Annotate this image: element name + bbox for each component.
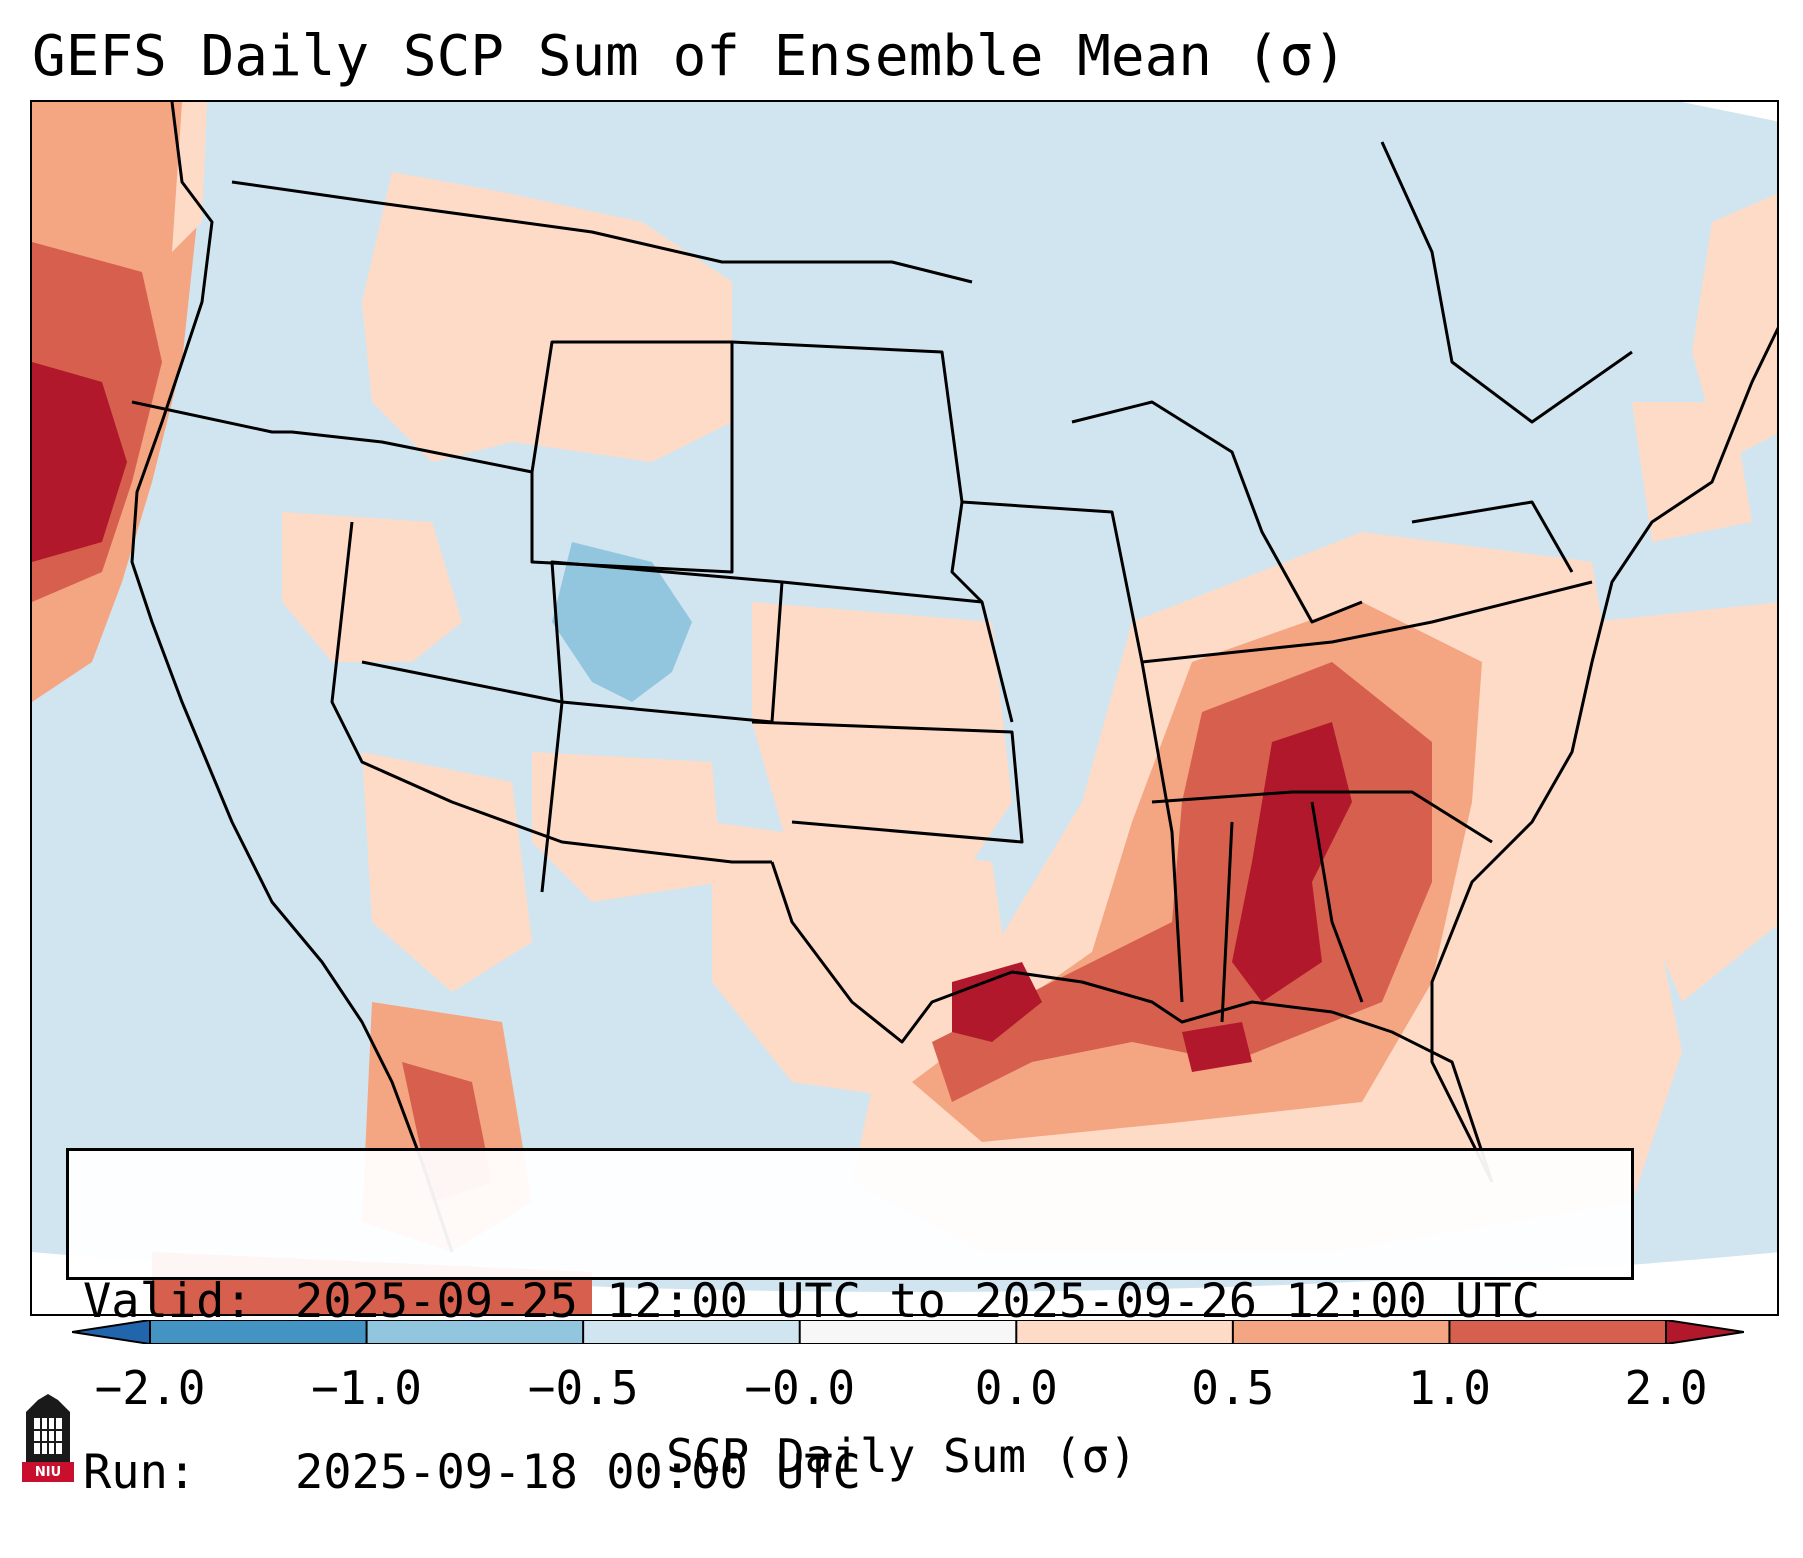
niu-tower-icon (22, 1394, 74, 1482)
atlantic-coast (1430, 326, 1777, 1183)
map-title: GEFS Daily SCP Sum of Ensemble Mean (σ) (32, 24, 1347, 89)
pacific-coast (130, 102, 454, 1253)
pacific-anomaly (32, 102, 207, 702)
gulf-coast (770, 861, 1494, 1183)
colorbar (72, 1320, 1744, 1344)
colorbar-bin (583, 1320, 801, 1344)
colorbar-tick-label: −2.0 (94, 1361, 206, 1415)
colorbar-tick-label: −0.5 (527, 1361, 639, 1415)
run-row: Run: 2025-09-18 00:00 UTC (83, 1444, 1617, 1501)
boundaries (130, 102, 1777, 1253)
border-canada (231, 180, 973, 284)
state-nevada-utah (361, 660, 564, 893)
valid-run-box: Valid: 2025-09-25 12:00 UTC to 2025-09-26… (66, 1148, 1634, 1500)
great-lakes (1071, 400, 1363, 624)
colorbar-bin (366, 1320, 584, 1344)
niu-logo: NIU (18, 1392, 78, 1484)
colorbar-tick-label: 2.0 (1624, 1361, 1708, 1415)
border-south-west (330, 521, 772, 864)
colorbar-tick-label: 0.5 (1191, 1361, 1275, 1415)
state-tn-nc (1151, 790, 1493, 844)
state-wyoming (530, 340, 734, 574)
colorbar-tick-label: 0.0 (974, 1361, 1058, 1415)
state-al-ga (1310, 801, 1364, 1003)
colorbar-bin (150, 1320, 368, 1344)
colorado-negative (552, 542, 692, 702)
colorbar-bin (799, 1320, 1017, 1344)
border-or-ca (131, 400, 533, 474)
run-value: 2025-09-18 00:00 UTC (295, 1445, 861, 1500)
colorbar-bin (1449, 1320, 1667, 1344)
colorbar-bin (1016, 1320, 1234, 1344)
colorbar-over-triangle (1666, 1320, 1744, 1344)
atlantic-anomaly (1592, 193, 1777, 1002)
colorbar-label: SCP Daily Sum (σ) (666, 1429, 1137, 1483)
niu-logo-text: NIU (34, 1465, 62, 1480)
scp-map (32, 102, 1777, 1314)
colorbar-tick-label: −1.0 (311, 1361, 422, 1415)
map-panel (30, 100, 1779, 1316)
run-key: Run: (83, 1445, 197, 1500)
state-oklahoma (751, 720, 1024, 844)
colorbar-tick-label: −0.0 (744, 1361, 856, 1415)
colorbar-bin (1232, 1320, 1450, 1344)
state-ky-va (1141, 580, 1593, 664)
colorbar-tick-label: 1.0 (1407, 1361, 1491, 1415)
plains-anomaly (532, 602, 1012, 1102)
state-ms-al (1220, 821, 1234, 1023)
st-lawrence (1380, 141, 1633, 424)
colorbar-under-triangle (72, 1320, 150, 1344)
southeast-anomaly (852, 532, 1682, 1252)
state-pa-ny (1411, 500, 1574, 573)
